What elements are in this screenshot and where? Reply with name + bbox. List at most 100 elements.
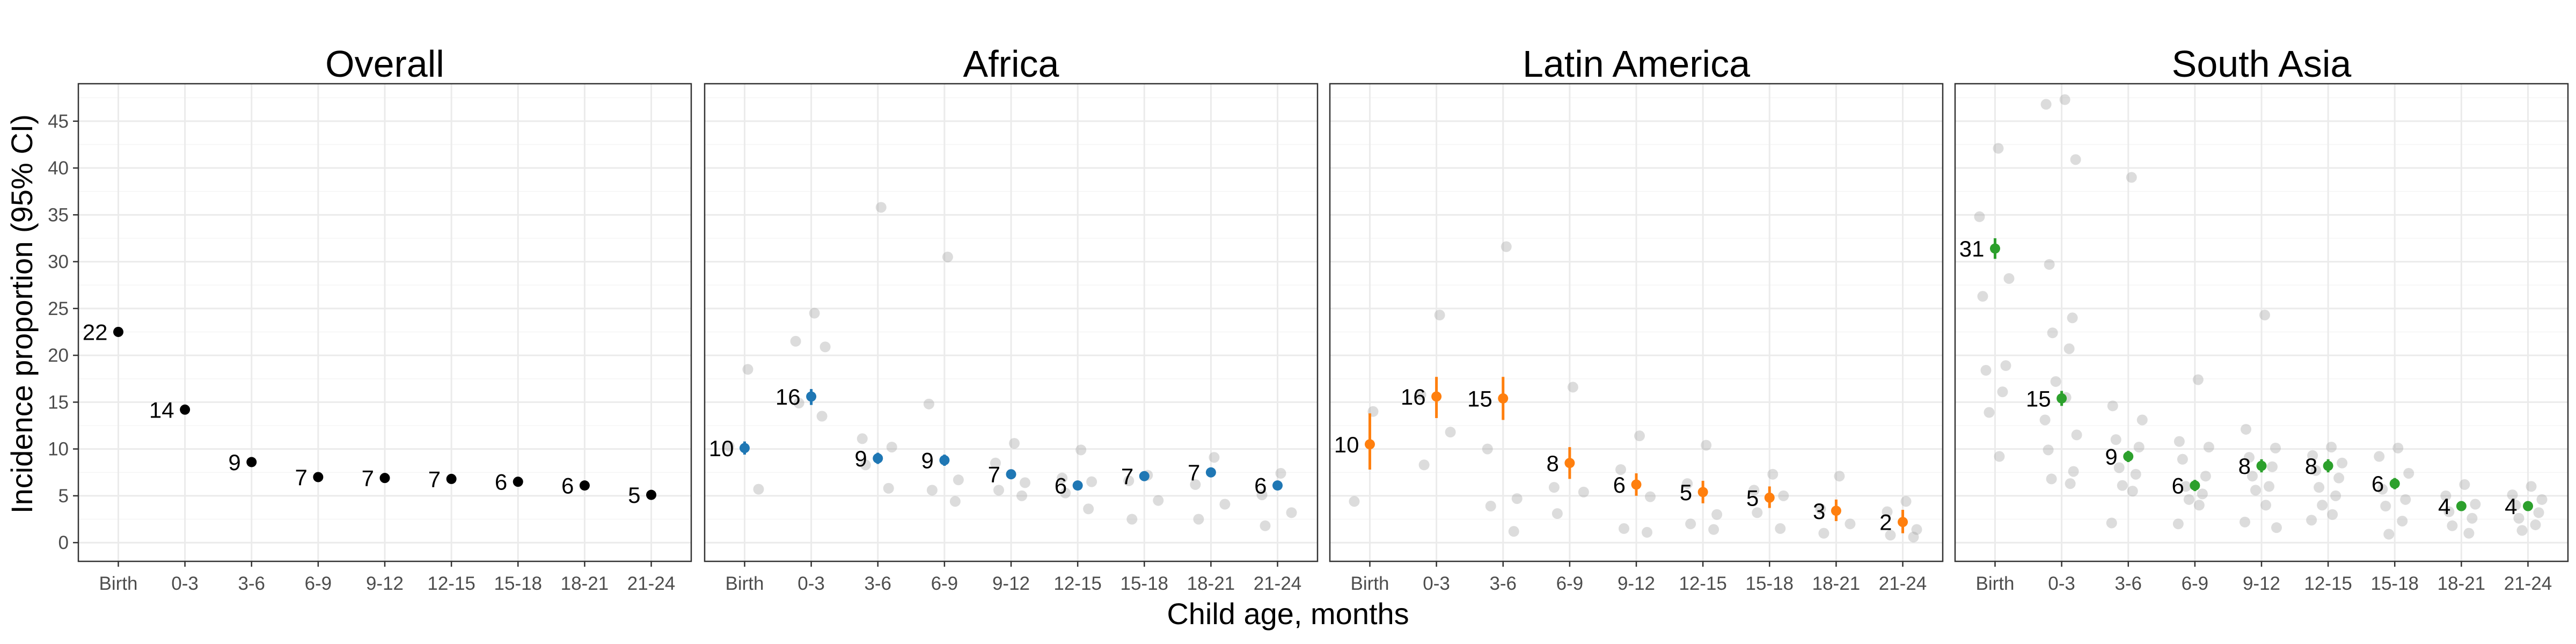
- estimate-point: [1364, 439, 1375, 450]
- study-point: [926, 485, 938, 496]
- study-point: [993, 485, 1004, 496]
- y-axis-title: Incidence proportion (95% CI): [5, 114, 39, 514]
- study-point: [2046, 473, 2057, 485]
- study-point: [2443, 506, 2455, 517]
- study-point: [1977, 291, 1988, 302]
- x-tick-label: 0-3: [171, 573, 199, 594]
- study-point: [2172, 518, 2184, 530]
- study-point: [2047, 327, 2058, 339]
- study-point: [1286, 507, 1297, 518]
- study-point: [2383, 529, 2395, 540]
- study-point: [2270, 442, 2281, 453]
- estimate-point: [2190, 480, 2200, 491]
- estimate-point: [379, 473, 390, 484]
- estimate-label: 10: [709, 436, 734, 461]
- estimate-point: [2123, 451, 2134, 462]
- estimate-point: [1697, 487, 1708, 497]
- study-point: [2197, 488, 2208, 500]
- estimate-label: 15: [2026, 386, 2051, 411]
- study-point: [1818, 528, 1829, 539]
- x-tick-label: 3-6: [238, 573, 265, 594]
- estimate-point: [1498, 393, 1509, 404]
- study-point: [1260, 520, 1271, 531]
- study-point: [1548, 482, 1560, 493]
- facet-panel-0: Overall Birth 0-3 3-6 6-9 9-12 12-15 15-18 18-21…: [48, 43, 692, 594]
- estimate-label: 9: [2105, 444, 2117, 470]
- study-point: [1911, 524, 1922, 535]
- study-point: [2127, 486, 2138, 497]
- y-tick-label: 25: [48, 298, 69, 319]
- x-tick-label: 0-3: [1423, 573, 1450, 594]
- x-tick-label: 21-24: [1879, 573, 1927, 594]
- study-point: [953, 474, 964, 486]
- y-tick-label: 35: [48, 204, 69, 225]
- study-point: [2106, 517, 2117, 529]
- estimate-label: 7: [988, 462, 1000, 487]
- y-tick-label: 20: [48, 345, 69, 366]
- study-point: [875, 202, 887, 213]
- study-point: [949, 496, 961, 507]
- study-point: [2136, 414, 2148, 426]
- study-point: [2533, 507, 2544, 518]
- study-point: [2071, 429, 2082, 441]
- estimate-label: 6: [2172, 473, 2184, 499]
- study-point: [1685, 518, 1696, 530]
- estimate-label: 7: [428, 466, 441, 492]
- x-tick-label: 0-3: [2048, 573, 2075, 594]
- study-point: [1619, 523, 1629, 534]
- study-point: [1567, 382, 1578, 393]
- study-point: [2380, 501, 2391, 512]
- estimate-point: [2456, 501, 2467, 511]
- study-point: [1123, 475, 1135, 486]
- study-point: [809, 308, 820, 319]
- study-point: [1711, 509, 1723, 520]
- study-point: [2440, 490, 2451, 501]
- x-tick-label: 3-6: [1489, 573, 1517, 594]
- estimate-point: [246, 457, 257, 467]
- study-point: [1193, 514, 1204, 525]
- x-tick-label: 6-9: [931, 573, 958, 594]
- x-tick-label: 12-15: [1053, 573, 1102, 594]
- estimate-point: [1072, 480, 1083, 491]
- study-point: [2271, 522, 2282, 533]
- study-point: [1845, 518, 1856, 530]
- study-point: [2260, 500, 2271, 511]
- study-point: [2333, 472, 2345, 484]
- study-point: [1815, 503, 1826, 515]
- study-point: [2463, 528, 2475, 539]
- study-point: [2392, 442, 2404, 453]
- estimate-label: 7: [362, 466, 374, 491]
- x-tick-label: 0-3: [797, 573, 825, 594]
- study-point: [1075, 444, 1087, 456]
- x-tick-label: 15-18: [2370, 573, 2419, 594]
- x-tick-label: Birth: [99, 573, 137, 594]
- study-point: [1752, 507, 1763, 518]
- study-point: [1256, 489, 1268, 501]
- study-point: [2247, 471, 2258, 482]
- study-point: [2240, 516, 2250, 528]
- study-point: [2183, 494, 2194, 505]
- study-point: [1016, 490, 1027, 501]
- x-tick-label: 12-15: [427, 573, 475, 594]
- study-point: [2000, 360, 2011, 371]
- study-point: [1434, 310, 1445, 321]
- facet-panel-2: Latin America Birth 0-3 3-6 6-9 9-12 12-15 15-1…: [1329, 43, 1944, 594]
- study-point: [2259, 310, 2270, 321]
- estimate-point: [1989, 243, 2000, 254]
- study-point: [2327, 509, 2338, 520]
- study-point: [2374, 451, 2385, 462]
- study-point: [860, 459, 871, 471]
- estimate-point: [939, 455, 950, 466]
- estimate-label: 8: [1547, 451, 1559, 476]
- estimate-point: [2057, 393, 2067, 404]
- study-point: [1209, 452, 1220, 463]
- study-point: [2330, 490, 2341, 501]
- study-point: [2003, 273, 2015, 284]
- estimate-point: [446, 473, 457, 484]
- estimate-point: [646, 489, 657, 500]
- estimate-point: [1831, 506, 1841, 516]
- estimate-label: 9: [854, 446, 867, 471]
- x-tick-label: 18-21: [561, 573, 609, 594]
- estimate-label: 7: [1188, 460, 1200, 485]
